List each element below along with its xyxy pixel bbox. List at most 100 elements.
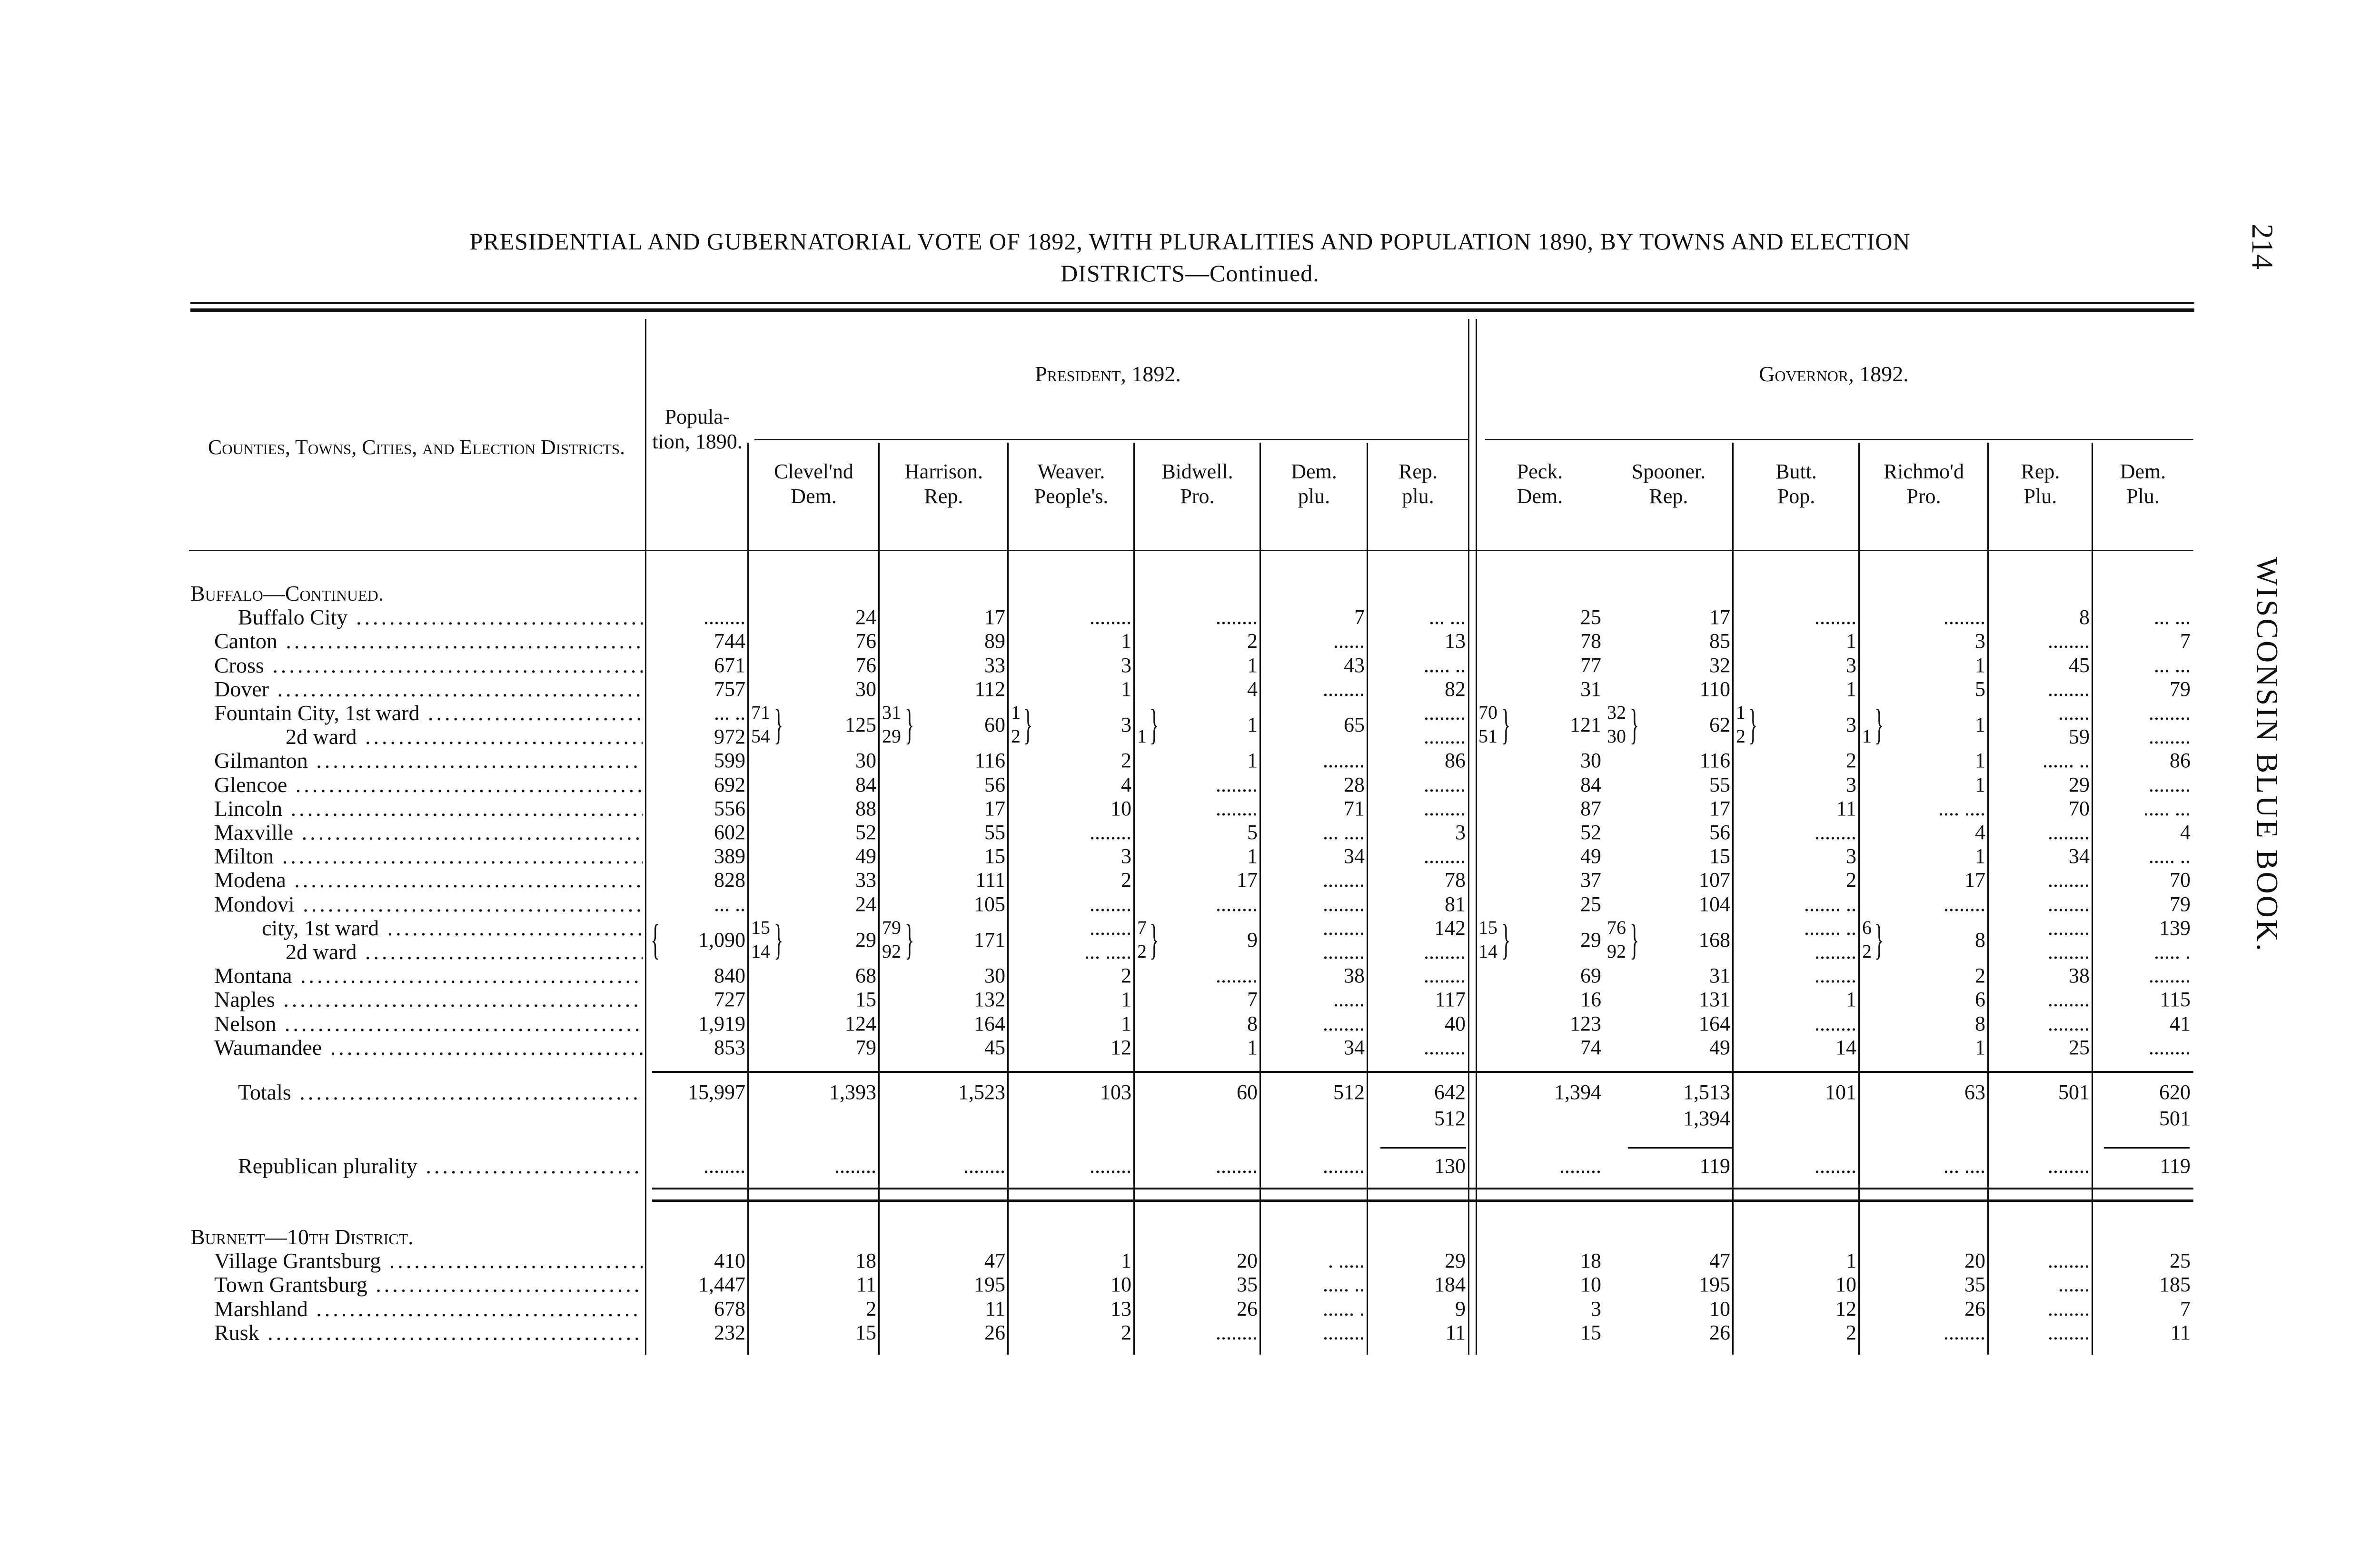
totals-rule [652, 1071, 2193, 1073]
table-cell: 11 [985, 1297, 1005, 1320]
table-cell: 81 [1445, 892, 1466, 916]
subtotal: 92 [1607, 941, 1626, 962]
table-cell: 195 [1699, 1273, 1730, 1297]
total-cell: 15,997 [688, 1080, 745, 1104]
table-cell: 195 [974, 1273, 1005, 1297]
table-cell: 15 [1709, 844, 1730, 868]
table-cell: 52 [1580, 821, 1601, 844]
table-cell: ...... .. [2043, 749, 2090, 773]
table-cell: ... ... [1429, 605, 1466, 629]
table-cell: 31 [1580, 677, 1601, 701]
brace-icon: } [1874, 916, 1884, 963]
table-cell: 25 [2069, 1035, 2090, 1059]
table-cell: 4 [1121, 773, 1131, 796]
table-cell: ........ [2149, 725, 2191, 749]
brace-icon: } [1150, 701, 1159, 748]
row-label: Milton [214, 844, 643, 868]
table-cell: 3 [1121, 844, 1131, 868]
total-cell: 1,394 [1683, 1107, 1730, 1130]
table-cell: 1,090 [698, 928, 745, 951]
table-cell: ........ [2048, 1249, 2090, 1273]
row-label: Naples [214, 988, 643, 1011]
table-cell: 16 [1580, 988, 1601, 1011]
table-cell: 29 [1445, 1249, 1466, 1273]
table-cell: 32 [1709, 653, 1730, 677]
table-cell: 86 [2170, 749, 2191, 773]
table-cell: 17 [1964, 868, 1985, 892]
sum-rule [2104, 1147, 2190, 1149]
table-cell: 4 [1247, 677, 1258, 701]
subtotal: 30 [1607, 725, 1626, 747]
table-cell: 9 [1455, 1297, 1466, 1320]
column-divider [1133, 443, 1135, 1355]
table-cell: ... ..... [1084, 940, 1131, 963]
table-cell: ........ [1216, 964, 1258, 988]
table-cell: ........ [1815, 964, 1856, 988]
table-cell: 25 [2170, 1249, 2191, 1273]
subtotal: 51 [1478, 725, 1497, 747]
table-cell: 7 [1354, 605, 1365, 629]
table-cell: 853 [714, 1035, 745, 1059]
table-cell: ........ [1216, 892, 1258, 916]
table-cell: 45 [984, 1035, 1005, 1059]
table-cell: 6 [1975, 988, 1985, 1011]
table-cell: 35 [1964, 1273, 1985, 1297]
table-cell: 34 [1344, 844, 1365, 868]
governor-rule [1485, 439, 2193, 440]
table-cell: ........ [1944, 1320, 1985, 1344]
table-cell: 49 [855, 844, 876, 868]
table-cell: ........ [1424, 796, 1466, 820]
column-divider [1007, 443, 1009, 1355]
table-cell: 8 [1975, 1011, 1985, 1035]
subtotal: 1 [1736, 702, 1745, 723]
brace-icon: } [1630, 916, 1639, 963]
row-label: Village Grantsburg [214, 1249, 643, 1273]
subtotal: 70 [1478, 702, 1497, 723]
subtotal: 79 [882, 916, 901, 938]
column-divider [1987, 443, 1989, 1355]
table-cell: 164 [1699, 1011, 1730, 1035]
table-cell: 8 [1247, 1011, 1258, 1035]
row-label: Buffalo City [238, 605, 643, 629]
column-header: Clevel'nd Dem. [774, 460, 853, 508]
table-cell: 25 [1580, 605, 1601, 629]
double-rule [652, 1199, 2193, 1202]
subtotal: 92 [882, 941, 901, 962]
table-cell: ........ [1424, 844, 1466, 868]
table-cell: 71 [1344, 796, 1365, 820]
subtotal: 15 [1478, 916, 1497, 938]
table-cell: 60 [984, 713, 1005, 737]
row-label: Maxville [214, 821, 643, 844]
brace-icon: } [1501, 916, 1511, 963]
table-cell: 26 [984, 1320, 1005, 1344]
sum-rule [1628, 1147, 1733, 1149]
table-cell: 47 [984, 1249, 1005, 1273]
plurality-cell: 119 [2160, 1154, 2191, 1178]
table-cell: 59 [2069, 725, 2090, 749]
table-cell: 1 [1247, 844, 1258, 868]
subtotal: 31 [882, 702, 901, 723]
subtotal: 29 [882, 725, 901, 747]
table-cell: 55 [984, 821, 1005, 844]
row-label: Cross [214, 654, 643, 677]
table-cell: 410 [714, 1249, 745, 1273]
total-cell: 60 [1237, 1080, 1258, 1104]
row-label: Totals [238, 1080, 643, 1104]
table-cell: ........ [2149, 964, 2191, 988]
table-cell: ........ [1090, 916, 1131, 940]
column-header: Butt. Pop. [1775, 460, 1817, 508]
table-cell: ........ [1323, 677, 1365, 701]
table-cell: 65 [1344, 713, 1365, 737]
table-cell: 117 [1435, 988, 1466, 1011]
table-cell: 89 [984, 629, 1005, 653]
subtotal: 14 [1478, 941, 1497, 962]
brace-icon: } [1023, 701, 1033, 748]
table-cell: 1 [1121, 629, 1131, 653]
table-cell: 678 [714, 1297, 745, 1320]
table-cell: 168 [1699, 928, 1730, 951]
plurality-cell: ........ [1090, 1154, 1131, 1178]
brace-icon: } [1501, 701, 1511, 748]
column-header: Bidwell. Pro. [1161, 460, 1233, 508]
table-cell: 10 [1580, 1273, 1601, 1297]
table-cell: . ..... [1328, 1249, 1365, 1273]
